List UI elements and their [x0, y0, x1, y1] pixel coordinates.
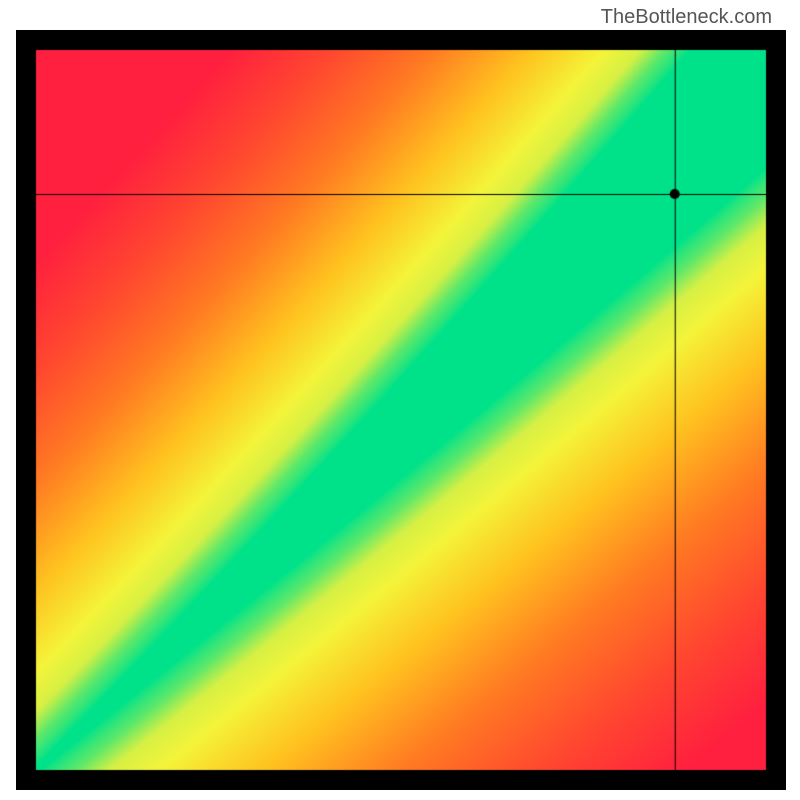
bottleneck-heatmap [16, 30, 786, 790]
watermark-text: TheBottleneck.com [601, 6, 772, 29]
chart-container: TheBottleneck.com [0, 0, 800, 800]
